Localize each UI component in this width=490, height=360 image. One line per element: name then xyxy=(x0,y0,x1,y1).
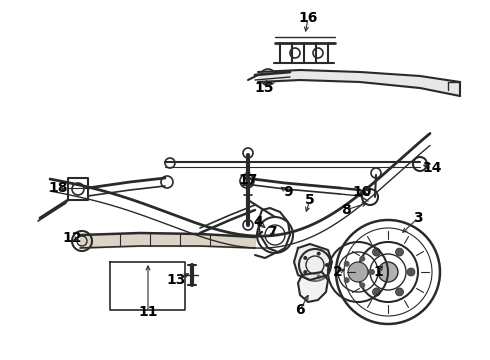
Circle shape xyxy=(348,262,368,282)
Circle shape xyxy=(361,268,369,276)
Circle shape xyxy=(407,268,415,276)
Circle shape xyxy=(317,252,321,256)
Polygon shape xyxy=(294,244,332,280)
Circle shape xyxy=(369,269,375,275)
Text: 18: 18 xyxy=(48,181,68,195)
Circle shape xyxy=(359,256,366,262)
Text: 14: 14 xyxy=(422,161,442,175)
Text: 11: 11 xyxy=(138,305,158,319)
Text: 1: 1 xyxy=(373,265,383,279)
Circle shape xyxy=(395,248,403,256)
Circle shape xyxy=(303,270,307,274)
Circle shape xyxy=(359,282,366,288)
Text: 5: 5 xyxy=(305,193,315,207)
Circle shape xyxy=(372,288,381,296)
Text: 10: 10 xyxy=(352,185,372,199)
Circle shape xyxy=(325,263,329,267)
Polygon shape xyxy=(298,272,328,302)
Circle shape xyxy=(378,262,398,282)
Circle shape xyxy=(395,288,403,296)
Circle shape xyxy=(343,261,350,267)
Circle shape xyxy=(303,256,307,260)
Text: 15: 15 xyxy=(254,81,274,95)
Text: 13: 13 xyxy=(166,273,186,287)
Text: 17: 17 xyxy=(238,173,258,187)
Text: 4: 4 xyxy=(253,215,263,229)
Text: 16: 16 xyxy=(298,11,318,25)
Circle shape xyxy=(372,248,381,256)
Text: 9: 9 xyxy=(283,185,293,199)
Circle shape xyxy=(317,274,321,278)
Circle shape xyxy=(343,277,350,283)
Text: 12: 12 xyxy=(62,231,82,245)
Text: 6: 6 xyxy=(295,303,305,317)
Text: 3: 3 xyxy=(413,211,423,225)
Text: 2: 2 xyxy=(333,265,343,279)
Text: 8: 8 xyxy=(341,203,351,217)
Text: 7: 7 xyxy=(267,225,277,239)
